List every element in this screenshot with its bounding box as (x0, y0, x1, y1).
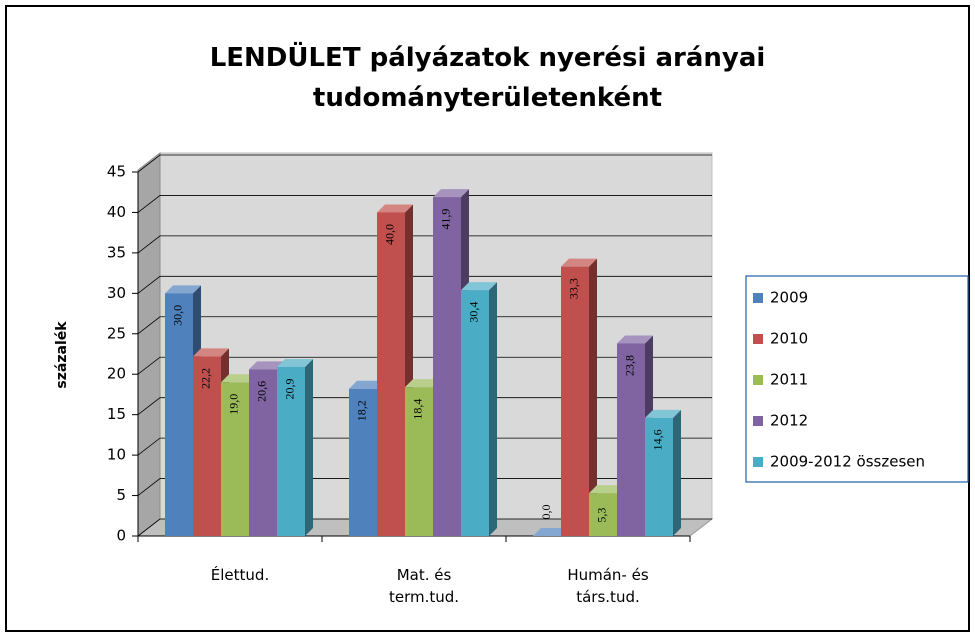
bar-top (349, 380, 385, 389)
x-tick-label: Humán- és társ.tud. (567, 566, 649, 606)
side-wall (137, 151, 161, 538)
value-label: 0,0 (539, 505, 553, 520)
bar-front (645, 417, 673, 536)
legend-label: 2011 (770, 371, 808, 389)
bar-front (165, 293, 193, 536)
x-tick-label: Élettud. (210, 566, 270, 584)
bar-front (349, 388, 377, 536)
bar (349, 380, 385, 536)
y-tick-label: 15 (107, 405, 126, 423)
bar-top (193, 348, 229, 357)
legend-swatch (753, 457, 763, 467)
bar-top (221, 374, 257, 383)
grid-line (137, 235, 712, 254)
bar-side (305, 358, 313, 536)
bar-top (405, 379, 441, 388)
grid-line (137, 437, 712, 456)
bar-top (645, 409, 681, 418)
bar (645, 409, 681, 536)
value-label: 18,4 (411, 399, 425, 420)
y-tick-label: 25 (107, 324, 126, 342)
bar-front (433, 197, 461, 536)
y-tick-label: 30 (107, 284, 126, 302)
grid-line (137, 275, 712, 294)
grid-line (137, 154, 712, 173)
bar (533, 528, 569, 536)
bar-top (433, 189, 469, 198)
bar-front (461, 290, 489, 536)
value-label: 23,8 (623, 355, 637, 376)
y-tick-label: 20 (107, 365, 126, 383)
bar-side (589, 258, 597, 536)
bar-front (221, 382, 249, 536)
bar-top (461, 282, 497, 291)
bar-front (249, 369, 277, 536)
grid-line (137, 195, 712, 213)
bar-front (193, 356, 221, 536)
value-label: 18,2 (355, 400, 369, 421)
bar-top (377, 204, 413, 213)
y-tick-label: 40 (107, 203, 126, 221)
bar-top (533, 528, 569, 536)
grid-line (137, 478, 712, 496)
grid-line (137, 316, 712, 335)
bar-top (561, 258, 597, 267)
bar (277, 358, 313, 536)
y-tick-label: 10 (107, 446, 126, 464)
value-label: 33,3 (567, 278, 581, 299)
value-label: 14,6 (651, 429, 665, 450)
x-tick-label: Mat. és term.tud. (388, 566, 460, 606)
bar (461, 282, 497, 536)
value-label: 30,0 (171, 305, 185, 326)
legend-swatch (753, 416, 763, 426)
y-tick-label: 0 (116, 527, 126, 545)
bar-top (617, 335, 653, 344)
legend-box (745, 275, 969, 483)
legend-label: 2009-2012 összesen (770, 453, 925, 471)
chart-title: LENDÜLET pályázatok nyerési arányai tudo… (209, 43, 766, 113)
grid-line (137, 397, 712, 415)
bar-front (561, 266, 589, 536)
bar-top (249, 361, 285, 370)
grid-line (137, 356, 712, 375)
y-tick-label: 35 (107, 243, 126, 261)
y-axis-label: százalék (54, 321, 70, 389)
bar-front (589, 493, 617, 536)
bar-top (277, 358, 313, 367)
value-label: 5,3 (595, 508, 609, 523)
legend-swatch (753, 334, 763, 344)
grid-line (137, 518, 712, 537)
value-label: 20,6 (255, 381, 269, 402)
bar (377, 204, 413, 536)
value-label: 20,9 (283, 378, 297, 399)
bar-top (589, 485, 625, 494)
y-tick-label: 5 (116, 486, 126, 504)
legend-label: 2009 (770, 289, 808, 307)
legend-label: 2010 (770, 330, 808, 348)
bar-top (165, 285, 201, 294)
bar-front (405, 387, 433, 536)
bar (561, 258, 597, 536)
bar-front (377, 212, 405, 536)
value-label: 19,0 (227, 394, 241, 415)
legend-swatch (753, 375, 763, 385)
value-label: 30,4 (467, 302, 481, 323)
bar-front (617, 343, 645, 536)
value-label: 41,9 (439, 209, 453, 230)
legend-swatch (753, 293, 763, 303)
bar-front (277, 366, 305, 536)
bar-side (489, 282, 497, 536)
value-label: 40,0 (383, 224, 397, 245)
value-label: 22,2 (199, 368, 213, 389)
legend-label: 2012 (770, 412, 808, 430)
bar-side (673, 409, 681, 536)
y-tick-label: 45 (107, 163, 126, 181)
